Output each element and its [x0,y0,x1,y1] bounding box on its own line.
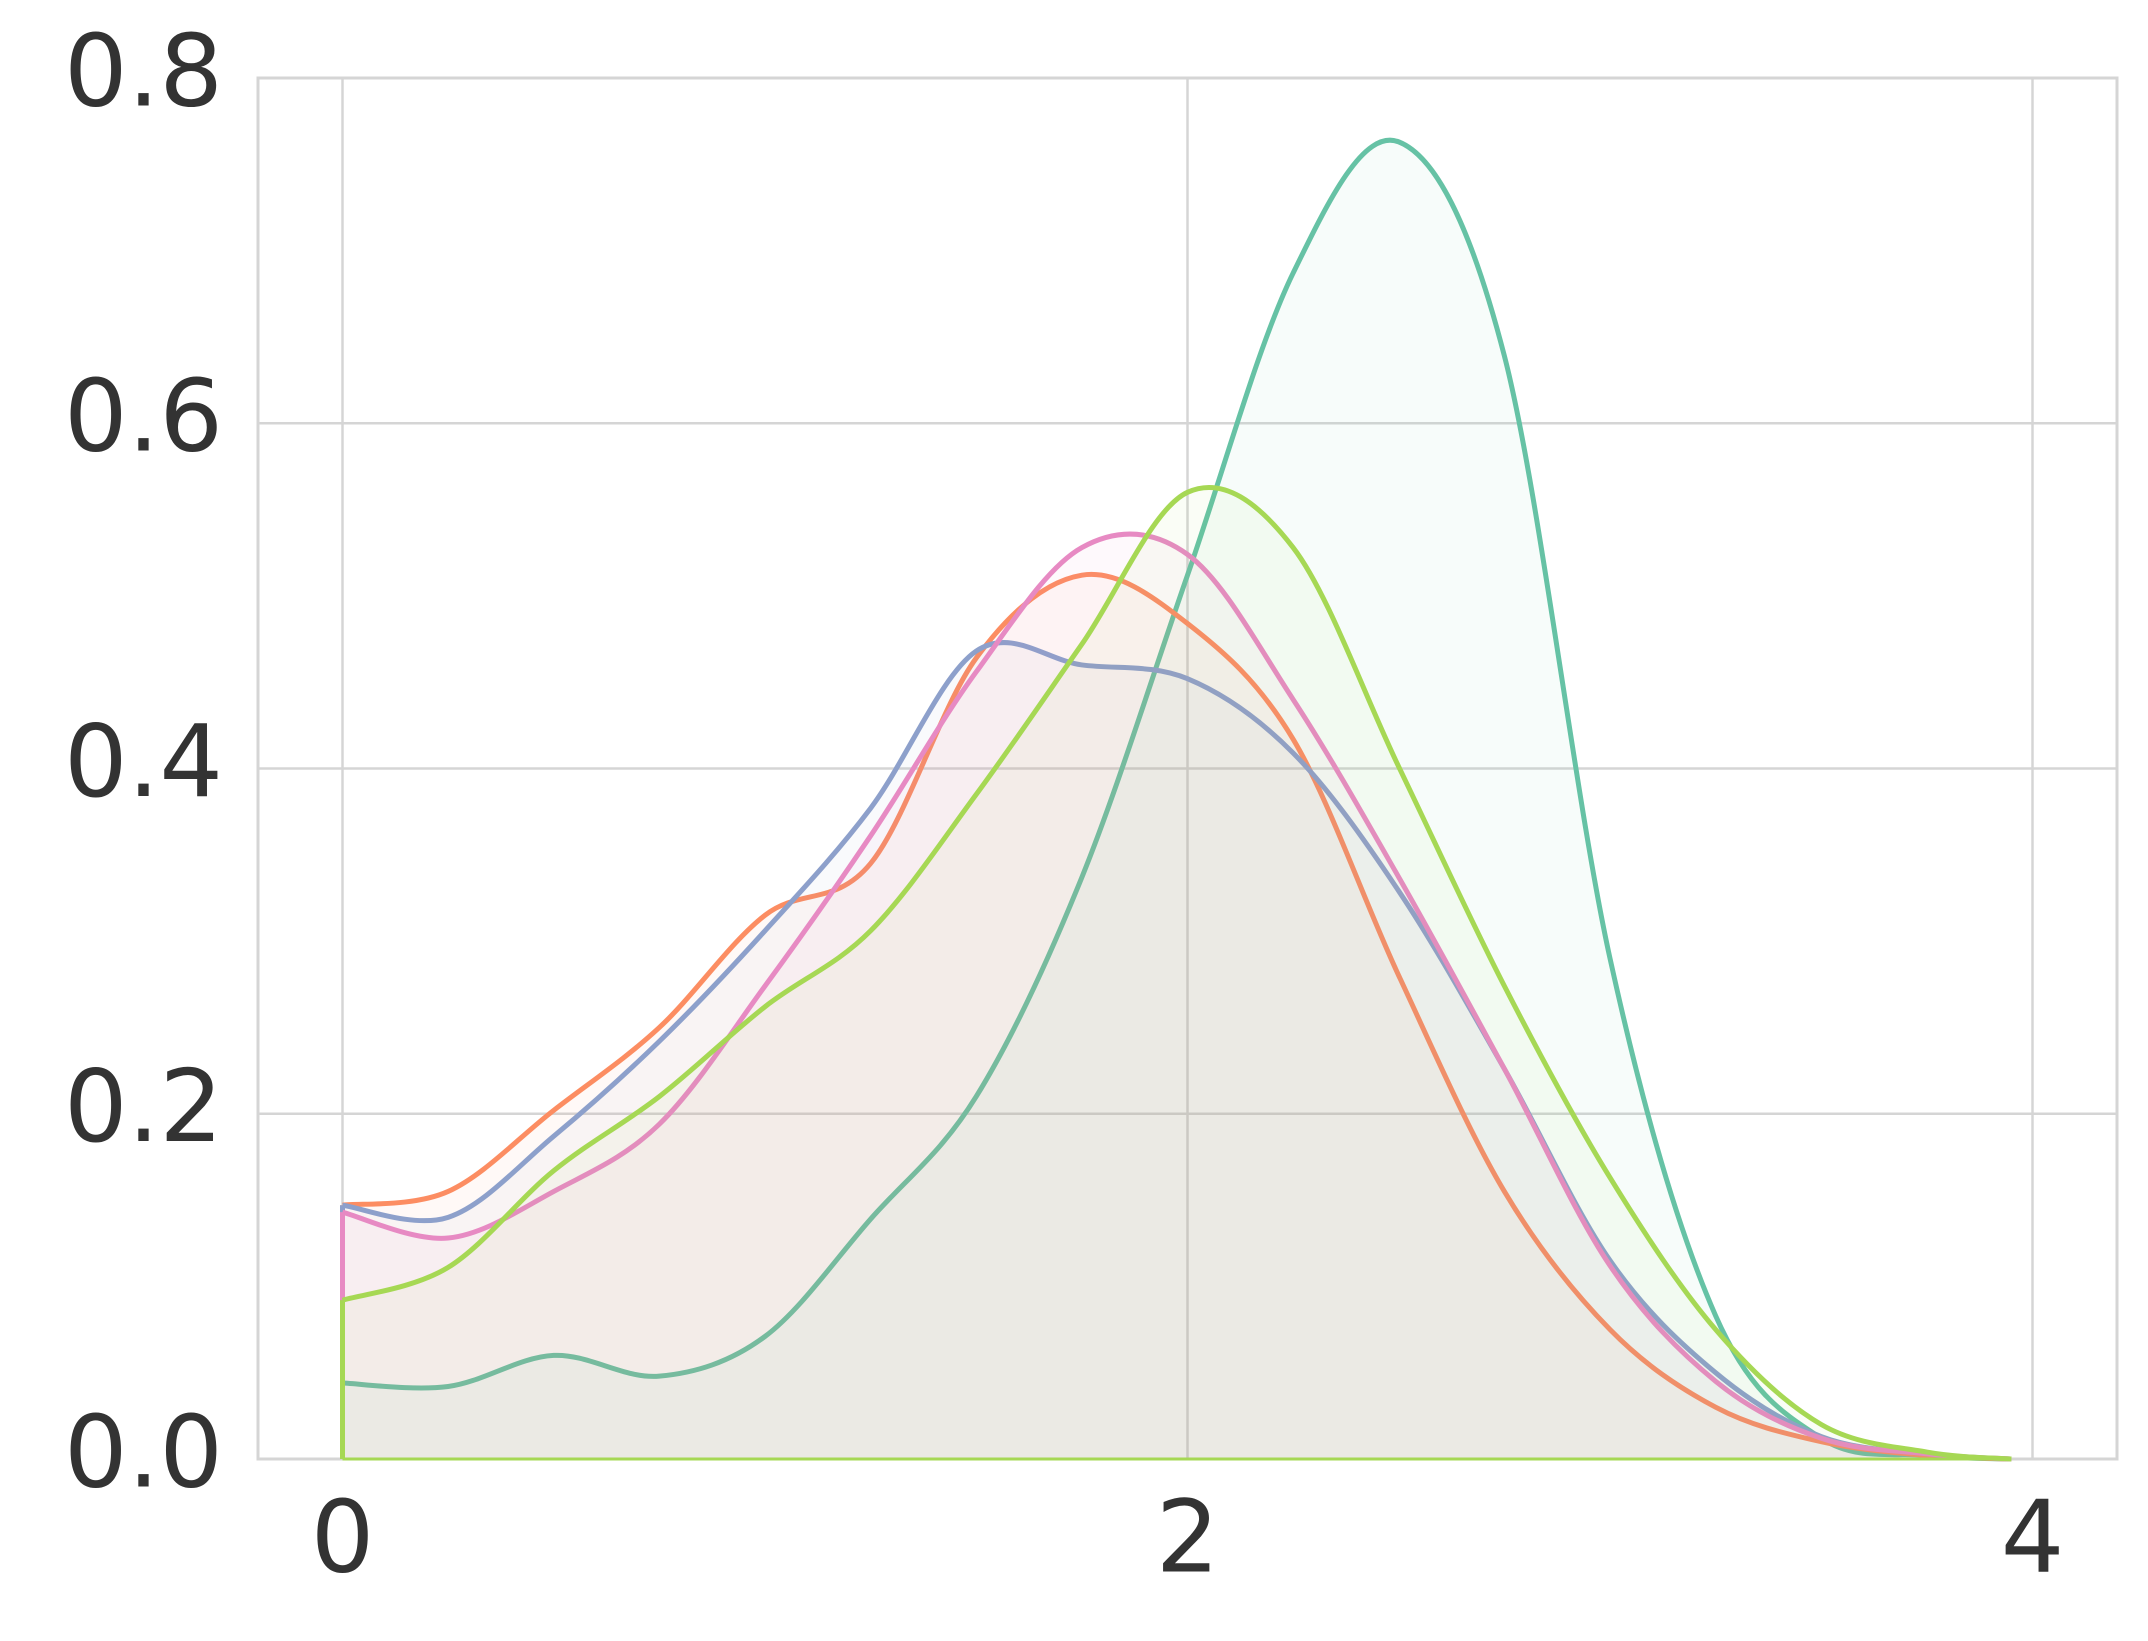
y-tick-label: 0.4 [64,703,223,820]
y-tick-label: 0.2 [64,1048,223,1165]
area [342,534,2012,1459]
y-tick-label: 0.0 [64,1393,223,1510]
x-tick-label: 2 [1156,1478,1220,1595]
line [341,531,2012,1462]
line [341,485,2012,1462]
y-tick-label: 0.6 [64,358,223,475]
x-tick-label: 0 [311,1478,375,1595]
x-tick-label: 4 [2001,1478,2065,1595]
area [342,642,2012,1459]
area [342,574,2012,1459]
y-tick-label: 0.8 [64,12,223,129]
area [342,140,2012,1459]
line [342,137,2012,1462]
area [342,487,2012,1459]
line [342,571,2012,1462]
line [342,640,2012,1462]
